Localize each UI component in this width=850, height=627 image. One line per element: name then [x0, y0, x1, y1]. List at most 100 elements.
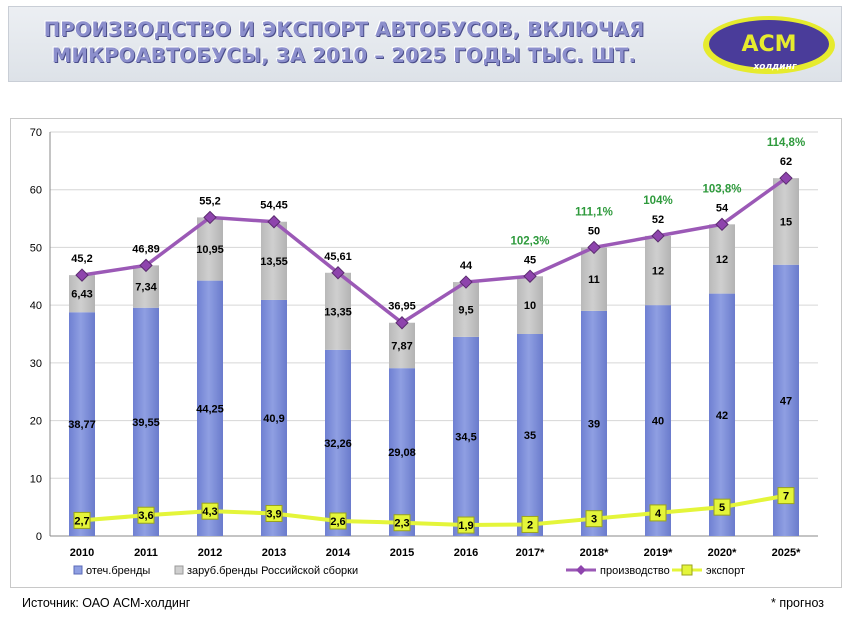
- bar-domestic: [645, 305, 671, 536]
- data-label-foreign: 12: [652, 266, 664, 278]
- data-label-foreign: 6,43: [71, 289, 92, 301]
- bar-domestic: [453, 336, 479, 536]
- x-tick-label: 2015: [390, 547, 414, 559]
- bar-foreign: [325, 272, 351, 350]
- legend-swatch-foreign: [174, 565, 184, 575]
- production-point: [459, 275, 473, 289]
- growth-annotation: 111,1%: [575, 206, 613, 218]
- legend-label-production: производство: [600, 565, 670, 577]
- bar-domestic: [261, 299, 287, 536]
- bar-foreign: [645, 235, 671, 306]
- data-label-export: 3,9: [266, 508, 281, 520]
- data-label-foreign: 9,5: [458, 304, 473, 316]
- data-label-foreign: 11: [588, 274, 600, 286]
- x-tick-label: 2016: [454, 547, 478, 559]
- bar-foreign: [773, 178, 799, 265]
- production-point: [523, 269, 537, 283]
- production-point: [715, 217, 729, 232]
- data-label-export: 2,6: [330, 516, 345, 528]
- export-point: [201, 502, 219, 520]
- data-label-production: 54: [716, 202, 729, 214]
- bar-foreign: [453, 282, 479, 337]
- bar-domestic: [197, 280, 223, 536]
- export-point: [457, 516, 475, 534]
- data-label-domestic: 32,26: [324, 438, 352, 450]
- x-tick-label: 2020*: [708, 547, 737, 559]
- production-point: [331, 266, 345, 280]
- data-label-foreign: 13,35: [324, 306, 352, 318]
- data-label-production: 62: [780, 156, 792, 168]
- forecast-note: * прогноз: [770, 596, 824, 610]
- growth-annotation: 104%: [643, 195, 672, 207]
- y-tick-label: 20: [30, 416, 42, 428]
- bar-domestic: [581, 310, 607, 536]
- data-label-export: 4,3: [202, 506, 217, 518]
- bar-foreign: [133, 265, 159, 308]
- data-label-production: 52: [652, 214, 664, 226]
- export-point: [777, 487, 795, 505]
- production-point: [203, 210, 217, 225]
- data-label-production: 55,2: [199, 195, 220, 207]
- data-label-export: 1,9: [458, 520, 473, 532]
- source-note: Источник: ОАО АСМ-холдинг: [22, 596, 191, 610]
- growth-annotation: 103,8%: [702, 183, 741, 195]
- header-banner: ПРОИЗВОДСТВО И ЭКСПОРТ АВТОБУСОВ, ВКЛЮЧА…: [8, 6, 842, 82]
- data-label-production: 44: [460, 260, 473, 272]
- data-label-domestic: 40,9: [263, 413, 284, 425]
- data-label-domestic: 39: [588, 418, 600, 430]
- data-label-domestic: 35: [524, 430, 536, 442]
- data-label-domestic: 39,55: [132, 417, 160, 429]
- bar-foreign: [709, 224, 735, 294]
- production-point: [75, 268, 89, 282]
- production-point: [139, 258, 153, 273]
- export-point: [649, 504, 667, 522]
- data-label-domestic: 34,5: [455, 431, 476, 443]
- bar-domestic: [133, 307, 159, 536]
- data-label-export: 3: [591, 514, 597, 526]
- data-label-production: 45,2: [71, 253, 92, 265]
- x-tick-label: 2019*: [644, 547, 673, 559]
- production-point: [651, 229, 665, 243]
- y-tick-label: 10: [30, 473, 42, 485]
- data-label-export: 2,7: [74, 515, 89, 527]
- bar-foreign: [581, 247, 607, 311]
- data-label-domestic: 40: [652, 416, 664, 428]
- y-tick-label: 60: [30, 185, 42, 197]
- y-tick-label: 50: [30, 242, 42, 254]
- production-point: [587, 240, 601, 255]
- legend-marker-export: [681, 564, 693, 576]
- bar-foreign: [197, 217, 223, 281]
- data-label-domestic: 38,77: [68, 419, 96, 431]
- x-tick-label: 2025*: [772, 547, 801, 559]
- data-label-domestic: 44,25: [196, 403, 224, 415]
- data-label-domestic: 47: [780, 395, 792, 407]
- data-label-foreign: 15: [780, 216, 792, 228]
- y-tick-label: 70: [30, 127, 42, 139]
- production-point: [395, 316, 409, 330]
- data-label-export: 4: [655, 508, 662, 520]
- export-point: [393, 514, 411, 532]
- data-label-production: 46,89: [132, 243, 160, 255]
- export-point: [265, 504, 283, 522]
- data-label-domestic: 42: [716, 410, 728, 422]
- data-label-export: 7: [783, 491, 789, 503]
- growth-annotation: 114,8%: [767, 137, 805, 149]
- data-label-foreign: 12: [716, 254, 728, 266]
- asm-holding-logo: АСМ холдинг: [703, 16, 835, 74]
- data-label-production: 36,95: [388, 301, 416, 313]
- data-label-production: 54,45: [260, 200, 288, 212]
- export-point: [713, 498, 731, 516]
- data-label-export: 2,3: [394, 518, 409, 530]
- y-tick-label: 30: [30, 358, 42, 370]
- y-tick-label: 0: [36, 531, 42, 543]
- title-line-2: МИКРОАВТОБУСЫ, ЗА 2010 – 2025 ГОДЫ ТЫС. …: [51, 44, 637, 67]
- production-point: [267, 215, 281, 229]
- x-tick-label: 2014: [326, 547, 351, 559]
- data-label-foreign: 7,87: [391, 340, 412, 352]
- x-tick-label: 2011: [134, 547, 158, 559]
- data-label-production: 45,61: [324, 251, 352, 263]
- data-label-foreign: 10,95: [196, 244, 224, 256]
- bar-foreign: [389, 322, 415, 369]
- bar-domestic: [517, 334, 543, 536]
